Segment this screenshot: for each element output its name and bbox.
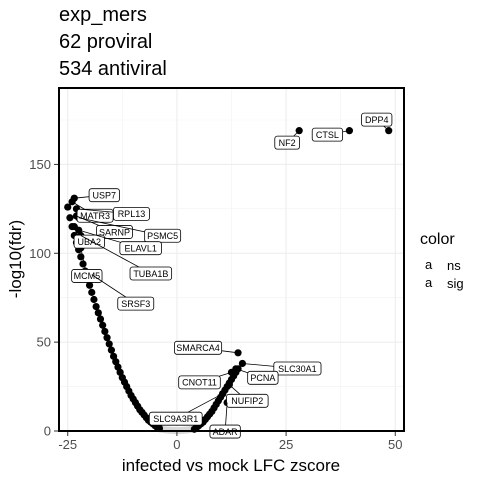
- gene-label-psmc5: PSMC5: [147, 231, 178, 241]
- x-tick-label: -25: [58, 437, 77, 452]
- gene-label-sarnp: SARNP: [99, 227, 130, 237]
- gene-label-uba2: UBA2: [78, 237, 102, 247]
- legend: color a ns a sig: [420, 231, 464, 291]
- data-point-sig: [66, 214, 74, 222]
- gene-label-box: [361, 112, 393, 127]
- gene-label-elavl1: ELAVL1: [124, 243, 156, 253]
- data-point-sig: [99, 321, 107, 329]
- gene-label-box: [129, 266, 173, 281]
- gene-label-tuba1b: TUBA1B: [133, 269, 168, 279]
- gene-label-slc9a3r1: SLC9A3R1: [153, 414, 198, 424]
- legend-label-ns: ns: [447, 258, 461, 273]
- gene-label-box: [73, 234, 105, 249]
- gene-label-slc30a1: SLC30A1: [278, 364, 317, 374]
- data-point-sig: [96, 315, 105, 323]
- gene-label-box: [273, 361, 322, 376]
- y-tick-label: 0: [44, 424, 51, 439]
- x-tick-label: 0: [173, 437, 180, 452]
- gene-label-box: [178, 375, 221, 390]
- data-point-sig: [103, 334, 111, 342]
- data-point-sig: [90, 295, 98, 304]
- y-tick-label: 50: [37, 335, 51, 350]
- gene-label-box: [226, 393, 269, 408]
- gene-label-nufip2: NUFIP2: [231, 396, 263, 406]
- y-tick-label: 100: [29, 246, 51, 261]
- gene-label-box: [148, 411, 203, 426]
- plot-title-line-3: 534 antiviral: [59, 58, 167, 80]
- y-axis-title: -log10(fdr): [6, 220, 25, 298]
- legend-key-sig: a: [425, 275, 433, 290]
- gene-label-ctsl: CTSL: [316, 130, 339, 140]
- data-point-sig: [107, 346, 116, 354]
- data-point-sig: [79, 260, 87, 268]
- gene-label-box: [247, 370, 279, 385]
- gene-label-usp7: USP7: [93, 190, 117, 200]
- plot-title-line-1: exp_mers: [59, 4, 147, 26]
- data-point-sig: [85, 281, 94, 289]
- data-point-sig: [101, 327, 109, 336]
- data-point-sig: [94, 309, 102, 317]
- gene-label-box: [71, 269, 103, 283]
- x-axis-title: infected vs mock LFC zscore: [122, 456, 340, 475]
- gene-label-box: [144, 228, 182, 243]
- gene-label-matr3: MATR3: [80, 211, 110, 221]
- gene-label-nf2: NF2: [279, 138, 296, 148]
- data-point-sig: [64, 203, 72, 211]
- data-point-sig: [105, 340, 113, 348]
- legend-key-ns: a: [425, 257, 433, 272]
- legend-title: color: [420, 231, 455, 248]
- data-point-sig: [92, 302, 100, 311]
- gene-label-pcna: PCNA: [250, 373, 275, 383]
- gene-label-box: [174, 340, 223, 355]
- y-tick-label: 150: [29, 157, 51, 172]
- gene-label-smarca4: SMARCA4: [176, 343, 220, 353]
- gene-label-srsf3: SRSF3: [121, 299, 150, 309]
- gene-label-box: [311, 127, 344, 142]
- gene-label-box: [88, 188, 120, 203]
- gene-label-mcm5: MCM5: [74, 271, 101, 281]
- gene-label-box: [117, 296, 155, 311]
- gene-label-cnot11: CNOT11: [182, 378, 217, 388]
- x-tick-label: 25: [279, 437, 293, 452]
- data-point-sig: [88, 288, 96, 296]
- gene-label-box: [274, 135, 300, 150]
- gene-label-box: [113, 206, 150, 221]
- gene-label-rpl13: RPL13: [118, 209, 146, 219]
- gene-label-dpp4: DPP4: [365, 115, 389, 125]
- x-tick-label: 50: [388, 437, 402, 452]
- plot-panel-border: [58, 87, 405, 432]
- plot-title-line-2: 62 proviral: [59, 31, 153, 53]
- legend-label-sig: sig: [447, 276, 464, 291]
- gene-labels: DPP4 CTSL NF2 USP7 MATR3 RPL13 SARNP PSMC5 UBA2 E…: [71, 112, 393, 439]
- axis-ticks: -25 0 25 50 0 50 100 150: [29, 157, 402, 452]
- gene-label-box: [119, 241, 162, 256]
